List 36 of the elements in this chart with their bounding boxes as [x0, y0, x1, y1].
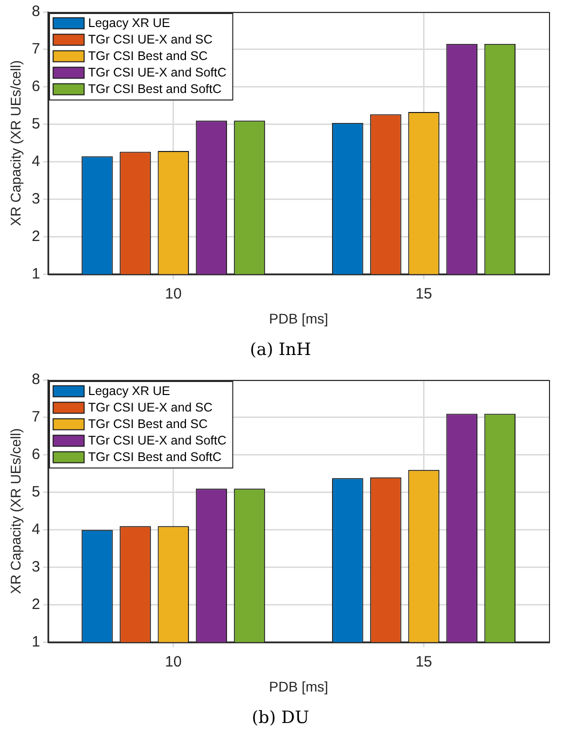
- x-tick-label: 10: [165, 653, 182, 670]
- legend-label: TGr CSI UE-X and SoftC: [88, 66, 226, 80]
- legend-label: TGr CSI UE-X and SoftC: [88, 434, 226, 448]
- y-tick-label: 7: [32, 408, 40, 426]
- legend-label: Legacy XR UE: [88, 384, 170, 398]
- y-tick-label: 8: [32, 371, 40, 388]
- y-tick-label: 6: [32, 78, 40, 96]
- legend-label: TGr CSI Best and SC: [88, 49, 208, 64]
- y-tick-label: 1: [32, 633, 40, 650]
- y-tick-label: 2: [32, 228, 40, 245]
- y-tick-label: 4: [32, 520, 40, 538]
- y-tick-label: 3: [32, 558, 40, 576]
- legend-label: TGr CSI UE-X and SC: [88, 32, 212, 47]
- y-tick-label: 6: [32, 446, 40, 464]
- legend-label: TGr CSI Best and SoftC: [88, 82, 222, 96]
- y-tick-label: 7: [32, 40, 40, 58]
- y-tick-label: 5: [32, 116, 40, 133]
- x-axis-title: PDB [ms]: [269, 310, 328, 326]
- legend-label: TGr CSI UE-X and SC: [88, 400, 212, 415]
- y-axis-title: XR Capacity (XR UEs/cell): [7, 60, 24, 226]
- y-axis-title: XR Capacity (XR UEs/cell): [7, 428, 24, 594]
- x-tick-label: 15: [415, 653, 432, 670]
- text: (b) DU: [252, 708, 310, 728]
- y-tick-label: 8: [32, 3, 40, 20]
- y-tick-label: 4: [32, 152, 40, 170]
- x-axis-title: PDB [ms]: [269, 678, 328, 694]
- legend-label: TGr CSI Best and SoftC: [88, 450, 222, 464]
- text: (a) InH: [250, 340, 312, 360]
- y-tick-label: 2: [32, 596, 40, 613]
- x-tick-label: 15: [415, 285, 432, 302]
- legend-label: TGr CSI Best and SC: [88, 417, 208, 432]
- legend-label: Legacy XR UE: [88, 16, 170, 30]
- x-tick-label: 10: [165, 285, 182, 302]
- y-tick-label: 5: [32, 484, 40, 501]
- y-tick-label: 3: [32, 190, 40, 208]
- y-tick-label: 1: [32, 265, 40, 282]
